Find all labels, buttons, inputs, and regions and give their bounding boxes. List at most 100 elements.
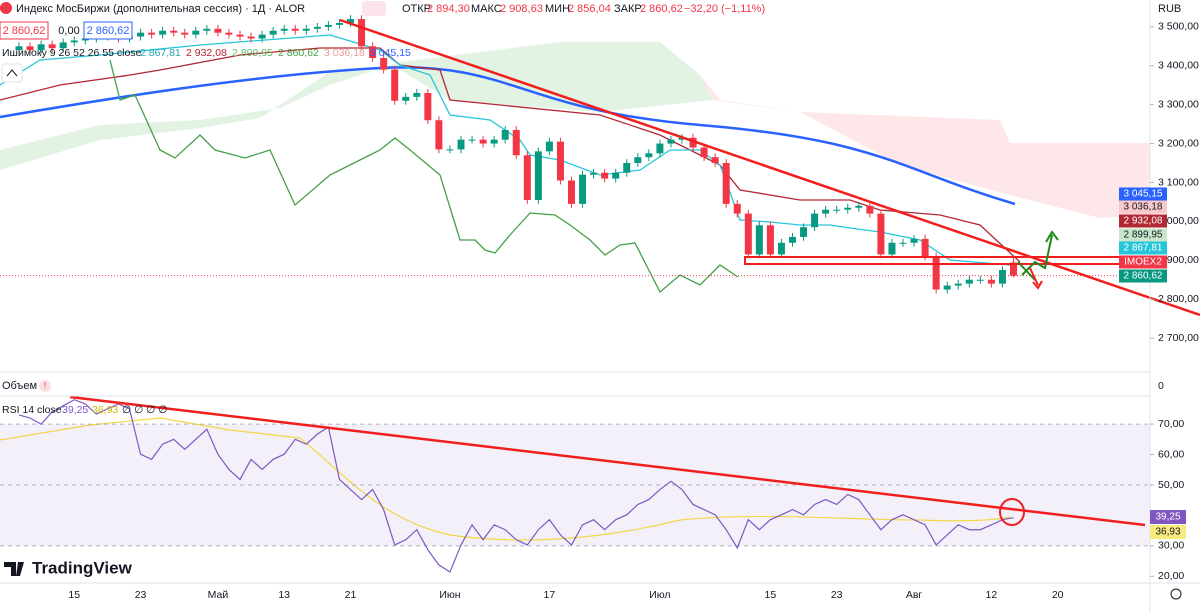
candle-body <box>766 225 774 255</box>
x-tick-label: 12 <box>986 589 998 601</box>
indicator-name: Ишимоку 9 26 52 26 55 close <box>2 47 142 59</box>
rsi-ma <box>0 417 1011 541</box>
x-tick-label: Май <box>208 589 229 601</box>
candle-body <box>998 270 1006 284</box>
rsi-value: 39,25 <box>62 404 88 416</box>
candle-body <box>302 28 310 31</box>
candle-body <box>921 238 929 257</box>
rsi-ma-value: 36,93 <box>92 404 118 416</box>
x-tick-label: Июн <box>439 589 460 601</box>
candle-body <box>402 96 410 101</box>
ohlc-label: ЗАКР <box>614 3 642 15</box>
ohlc-label: МАКС <box>471 3 502 15</box>
y-tick-label: 3 500,00 <box>1158 21 1199 33</box>
price-badge <box>1119 241 1167 255</box>
flag <box>362 1 386 16</box>
candle-body <box>689 137 697 148</box>
candle-body <box>667 139 675 144</box>
candle-body <box>855 205 863 208</box>
chevron <box>6 69 18 77</box>
candle-body <box>954 283 962 286</box>
candle-body <box>755 225 763 255</box>
candle-body <box>446 149 454 151</box>
candle-body <box>457 139 465 150</box>
volume-name: Объем <box>2 380 37 392</box>
candle-body <box>236 34 244 37</box>
brand-logo <box>4 562 24 576</box>
candle-body <box>358 19 366 47</box>
x-tick-label: 15 <box>68 589 80 601</box>
brand: TradingView <box>32 558 133 577</box>
x-tick-label: 13 <box>278 589 290 601</box>
ohlc-value: 2 860,62 <box>640 3 683 15</box>
warning-mark: ! <box>44 380 47 390</box>
candle-body <box>48 44 56 49</box>
candle-body <box>424 92 432 121</box>
candle-body <box>943 285 951 290</box>
header: Индекс МосБиржи (дополнительная сессия) … <box>0 1 1182 600</box>
price-badge <box>1119 269 1167 283</box>
candle-body <box>888 242 896 255</box>
candle-body <box>777 242 785 255</box>
candle-body <box>877 213 885 255</box>
candle-body <box>556 141 564 181</box>
candle-body <box>380 57 388 70</box>
candle-body <box>479 139 487 144</box>
candle-body <box>965 279 973 284</box>
sell-price: 2 860,62 <box>3 25 46 37</box>
candle-body <box>37 44 45 51</box>
candle-body <box>568 180 575 204</box>
price-scale: 2 700,00 2 800,00 2 900,00 3 000,00 3 100,00… <box>1119 21 1199 582</box>
y-tick-label: 3 000,00 <box>1158 215 1199 227</box>
rsi-trend-line <box>69 395 1146 527</box>
price-badge-label: 3 045,15 <box>1124 189 1163 200</box>
candle-body <box>391 69 399 101</box>
indicator-value: 2 932,08 <box>186 47 227 59</box>
x-tick-label: 20 <box>1052 589 1064 601</box>
drawings <box>0 34 1150 546</box>
ohlc-value: 2 894,30 <box>427 3 470 15</box>
price-badge-label: 2 932,08 <box>1124 216 1163 227</box>
x-tick-label: Июл <box>649 589 670 601</box>
spread: 0,00 <box>58 25 79 37</box>
candle-body <box>601 172 609 179</box>
y-tick-label: 3 400,00 <box>1158 60 1199 72</box>
settings-icon[interactable] <box>1170 588 1182 600</box>
candle-body <box>269 30 277 35</box>
sell-box[interactable] <box>0 21 49 40</box>
price-badge-label: 2 899,95 <box>1124 230 1163 241</box>
x-tick-label: Авг <box>906 589 923 601</box>
candle-body <box>932 256 940 290</box>
candle-body <box>844 207 852 210</box>
candle-body <box>258 34 266 39</box>
x-tick-label: 15 <box>765 589 777 601</box>
candle-body <box>634 157 642 164</box>
y-tick-label: 70,00 <box>1158 418 1184 430</box>
candle-body <box>700 147 708 158</box>
buy-box[interactable] <box>83 21 133 40</box>
candle-body <box>59 42 67 49</box>
rsi-name: RSI 14 close <box>2 404 62 416</box>
rsi-badge <box>1150 510 1186 524</box>
collapse-button[interactable] <box>1 63 23 83</box>
candle-body <box>490 139 498 144</box>
moving-average <box>0 66 1016 206</box>
candle-body <box>159 30 167 35</box>
price-badge <box>1119 214 1167 228</box>
candle-body <box>148 32 156 35</box>
change: −32,20 (−1,11%) <box>684 3 765 15</box>
y-tick-label: 30,00 <box>1158 540 1184 552</box>
candle-body <box>70 40 78 43</box>
arrow-down <box>1029 267 1043 290</box>
candle-body <box>369 46 377 58</box>
candle-body <box>822 209 830 214</box>
candle-body <box>910 238 918 243</box>
y-tick-label: 3 300,00 <box>1158 98 1199 110</box>
candle-body <box>181 32 189 35</box>
ohlc-value: 2 908,63 <box>500 3 543 15</box>
indicator-value: 2 867,81 <box>140 47 181 59</box>
ohlc-label: ОТКР <box>402 3 431 15</box>
candle-body <box>866 205 874 214</box>
candle-body <box>811 213 819 228</box>
